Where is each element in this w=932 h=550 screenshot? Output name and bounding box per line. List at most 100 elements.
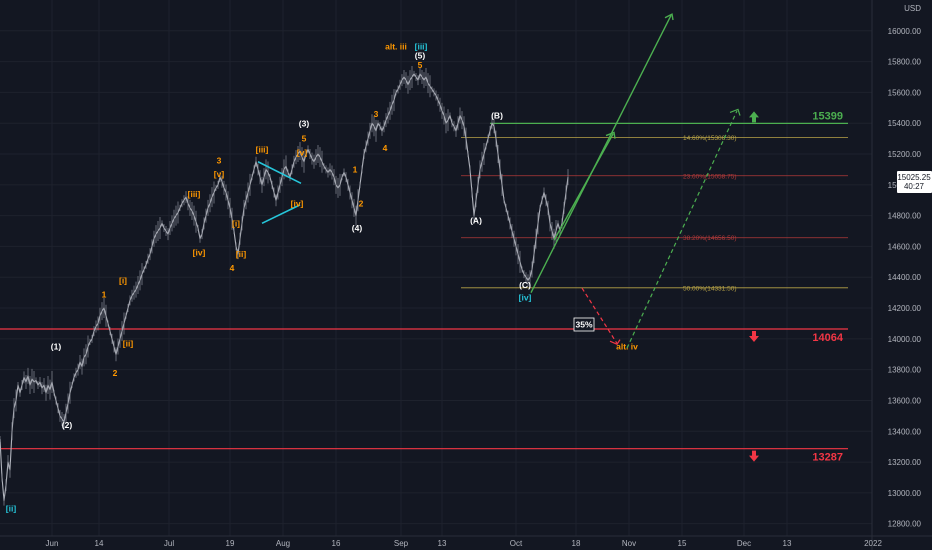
wave-label: (C): [519, 280, 531, 290]
time-tick-label: 19: [226, 539, 235, 548]
wave-label: 3: [374, 109, 379, 119]
wave-label: [ii]: [6, 503, 17, 513]
price-tick-label: 14600.00: [888, 242, 922, 251]
time-tick-label: Aug: [276, 539, 290, 548]
wave-label: [iv]: [291, 198, 304, 208]
percent-box-label: 35%: [575, 320, 592, 330]
arrowhead-icon: [729, 108, 741, 116]
wave-label: [v]: [214, 169, 225, 179]
wave-label: (1): [51, 342, 62, 352]
wave-label: [iii]: [188, 189, 201, 199]
wave-label: (4): [352, 223, 363, 233]
time-tick-label: 18: [572, 539, 581, 548]
wave-label: [i]: [232, 218, 240, 228]
alt-down-line: [581, 287, 618, 344]
alt-projection-line: [626, 110, 738, 349]
arrowhead-icon: [664, 13, 674, 21]
wave-label: (A): [470, 215, 482, 225]
wave-label: [iv]: [193, 248, 206, 258]
wave-label: 5: [302, 134, 307, 144]
wave-label: [ii]: [123, 339, 134, 349]
wave-label: (3): [299, 118, 310, 128]
time-axis[interactable]: Jun 14 Jul 19 Aug 16 Sep 13 Oct 18 Nov 15 Dec 13 2022: [0, 535, 932, 548]
time-tick-label: 13: [438, 539, 447, 548]
price-tick-label: 16000.00: [888, 27, 922, 36]
wave-label: (B): [491, 111, 503, 121]
wave-label: 4: [383, 143, 388, 153]
wave-label: [ii]: [236, 249, 247, 259]
projection-line-short: [553, 133, 614, 241]
price-series: [0, 66, 569, 506]
wave-label: 1: [353, 165, 358, 175]
price-tick-label: 13200.00: [888, 458, 922, 467]
wave-label: 1: [102, 289, 107, 299]
current-price-badge: [897, 170, 932, 193]
wave-label: 4: [230, 263, 235, 273]
wave-label: [v]: [297, 148, 308, 158]
wave-label: [iii]: [256, 144, 269, 154]
price-level-label: 15399: [812, 110, 843, 122]
arrowhead-icon: [605, 131, 616, 139]
price-axis-panel: [872, 0, 932, 550]
price-level-label: 14064: [812, 332, 843, 344]
price-tick-label: 15200.00: [888, 150, 922, 159]
fib-level-label: 14.60%(15306.30): [683, 135, 737, 142]
trendline-drawings: 35%: [257, 13, 741, 349]
price-axis[interactable]: 12800.00 13000.00 13200.00 13400.00 13600.00…: [871, 0, 932, 550]
fib-level-label: 23.60%(15058.75): [683, 173, 737, 180]
wave-label: 5: [418, 60, 423, 70]
price-tick-label: 13800.00: [888, 366, 922, 375]
projection-line-main: [530, 15, 672, 293]
wave-label: [iv]: [519, 292, 532, 302]
time-tick-label: Dec: [737, 539, 751, 548]
time-tick-label: 14: [95, 539, 104, 548]
wave-label: (5): [415, 51, 426, 61]
time-tick-label: Sep: [394, 539, 409, 548]
price-tick-label: 14400.00: [888, 273, 922, 282]
arrow-down-icon: [749, 450, 759, 462]
wave-label: [i]: [119, 275, 127, 285]
percent-box: [573, 317, 595, 332]
price-tick-label: 14000.00: [888, 335, 922, 344]
price-tick-label: 13000.00: [888, 489, 922, 498]
time-tick-label: Nov: [622, 539, 636, 548]
countdown-label: 40:27: [904, 182, 925, 191]
wave-label: (2): [62, 420, 73, 430]
fib-level-label: 38.20%(14656.50): [683, 235, 737, 242]
time-tick-label: Jul: [164, 539, 174, 548]
time-tick-label: 2022: [864, 539, 882, 548]
price-tick-label: 14200.00: [888, 304, 922, 313]
arrowhead-icon: [609, 339, 621, 345]
wave-label: [iii]: [415, 41, 428, 51]
price-tick-label: 14800.00: [888, 212, 922, 221]
wave-labels: [ii](1)(2)12[i][ii][iii][iv]3[v][i][ii]4…: [6, 41, 638, 513]
price-tick-label: 12800.00: [888, 520, 922, 529]
price-tick-label: 15400.00: [888, 119, 922, 128]
time-tick-label: Oct: [510, 539, 523, 548]
fib-retracement: 14.60%(15306.30) 23.60%(15058.75) 38.20%(1…: [461, 135, 848, 292]
time-tick-label: Jun: [46, 539, 59, 548]
time-tick-label: 15: [678, 539, 687, 548]
price-tick-label: 15600.00: [888, 88, 922, 97]
current-price-label: 15025.25: [897, 173, 931, 182]
wave-label: 2: [113, 368, 118, 378]
wave-label: alt. iv: [616, 342, 638, 352]
price-tick-label: 13600.00: [888, 396, 922, 405]
arrow-up-icon: [749, 111, 759, 123]
triangle-lower-line: [261, 204, 301, 225]
horizontal-levels: 15399 14064 13287: [0, 110, 848, 464]
time-tick-label: 13: [783, 539, 792, 548]
triangle-upper-line: [257, 161, 302, 185]
wave-label: 3: [217, 155, 222, 165]
fib-level-label: 50.00%(14331.50): [683, 285, 737, 292]
price-level-label: 13287: [812, 452, 843, 464]
wave-label: 2: [359, 198, 364, 208]
price-tick-label: 15800.00: [888, 58, 922, 67]
price-tick-label: 13400.00: [888, 427, 922, 436]
time-tick-label: 16: [332, 539, 341, 548]
arrow-down-icon: [749, 330, 759, 342]
wave-label: alt. iii: [385, 41, 407, 51]
